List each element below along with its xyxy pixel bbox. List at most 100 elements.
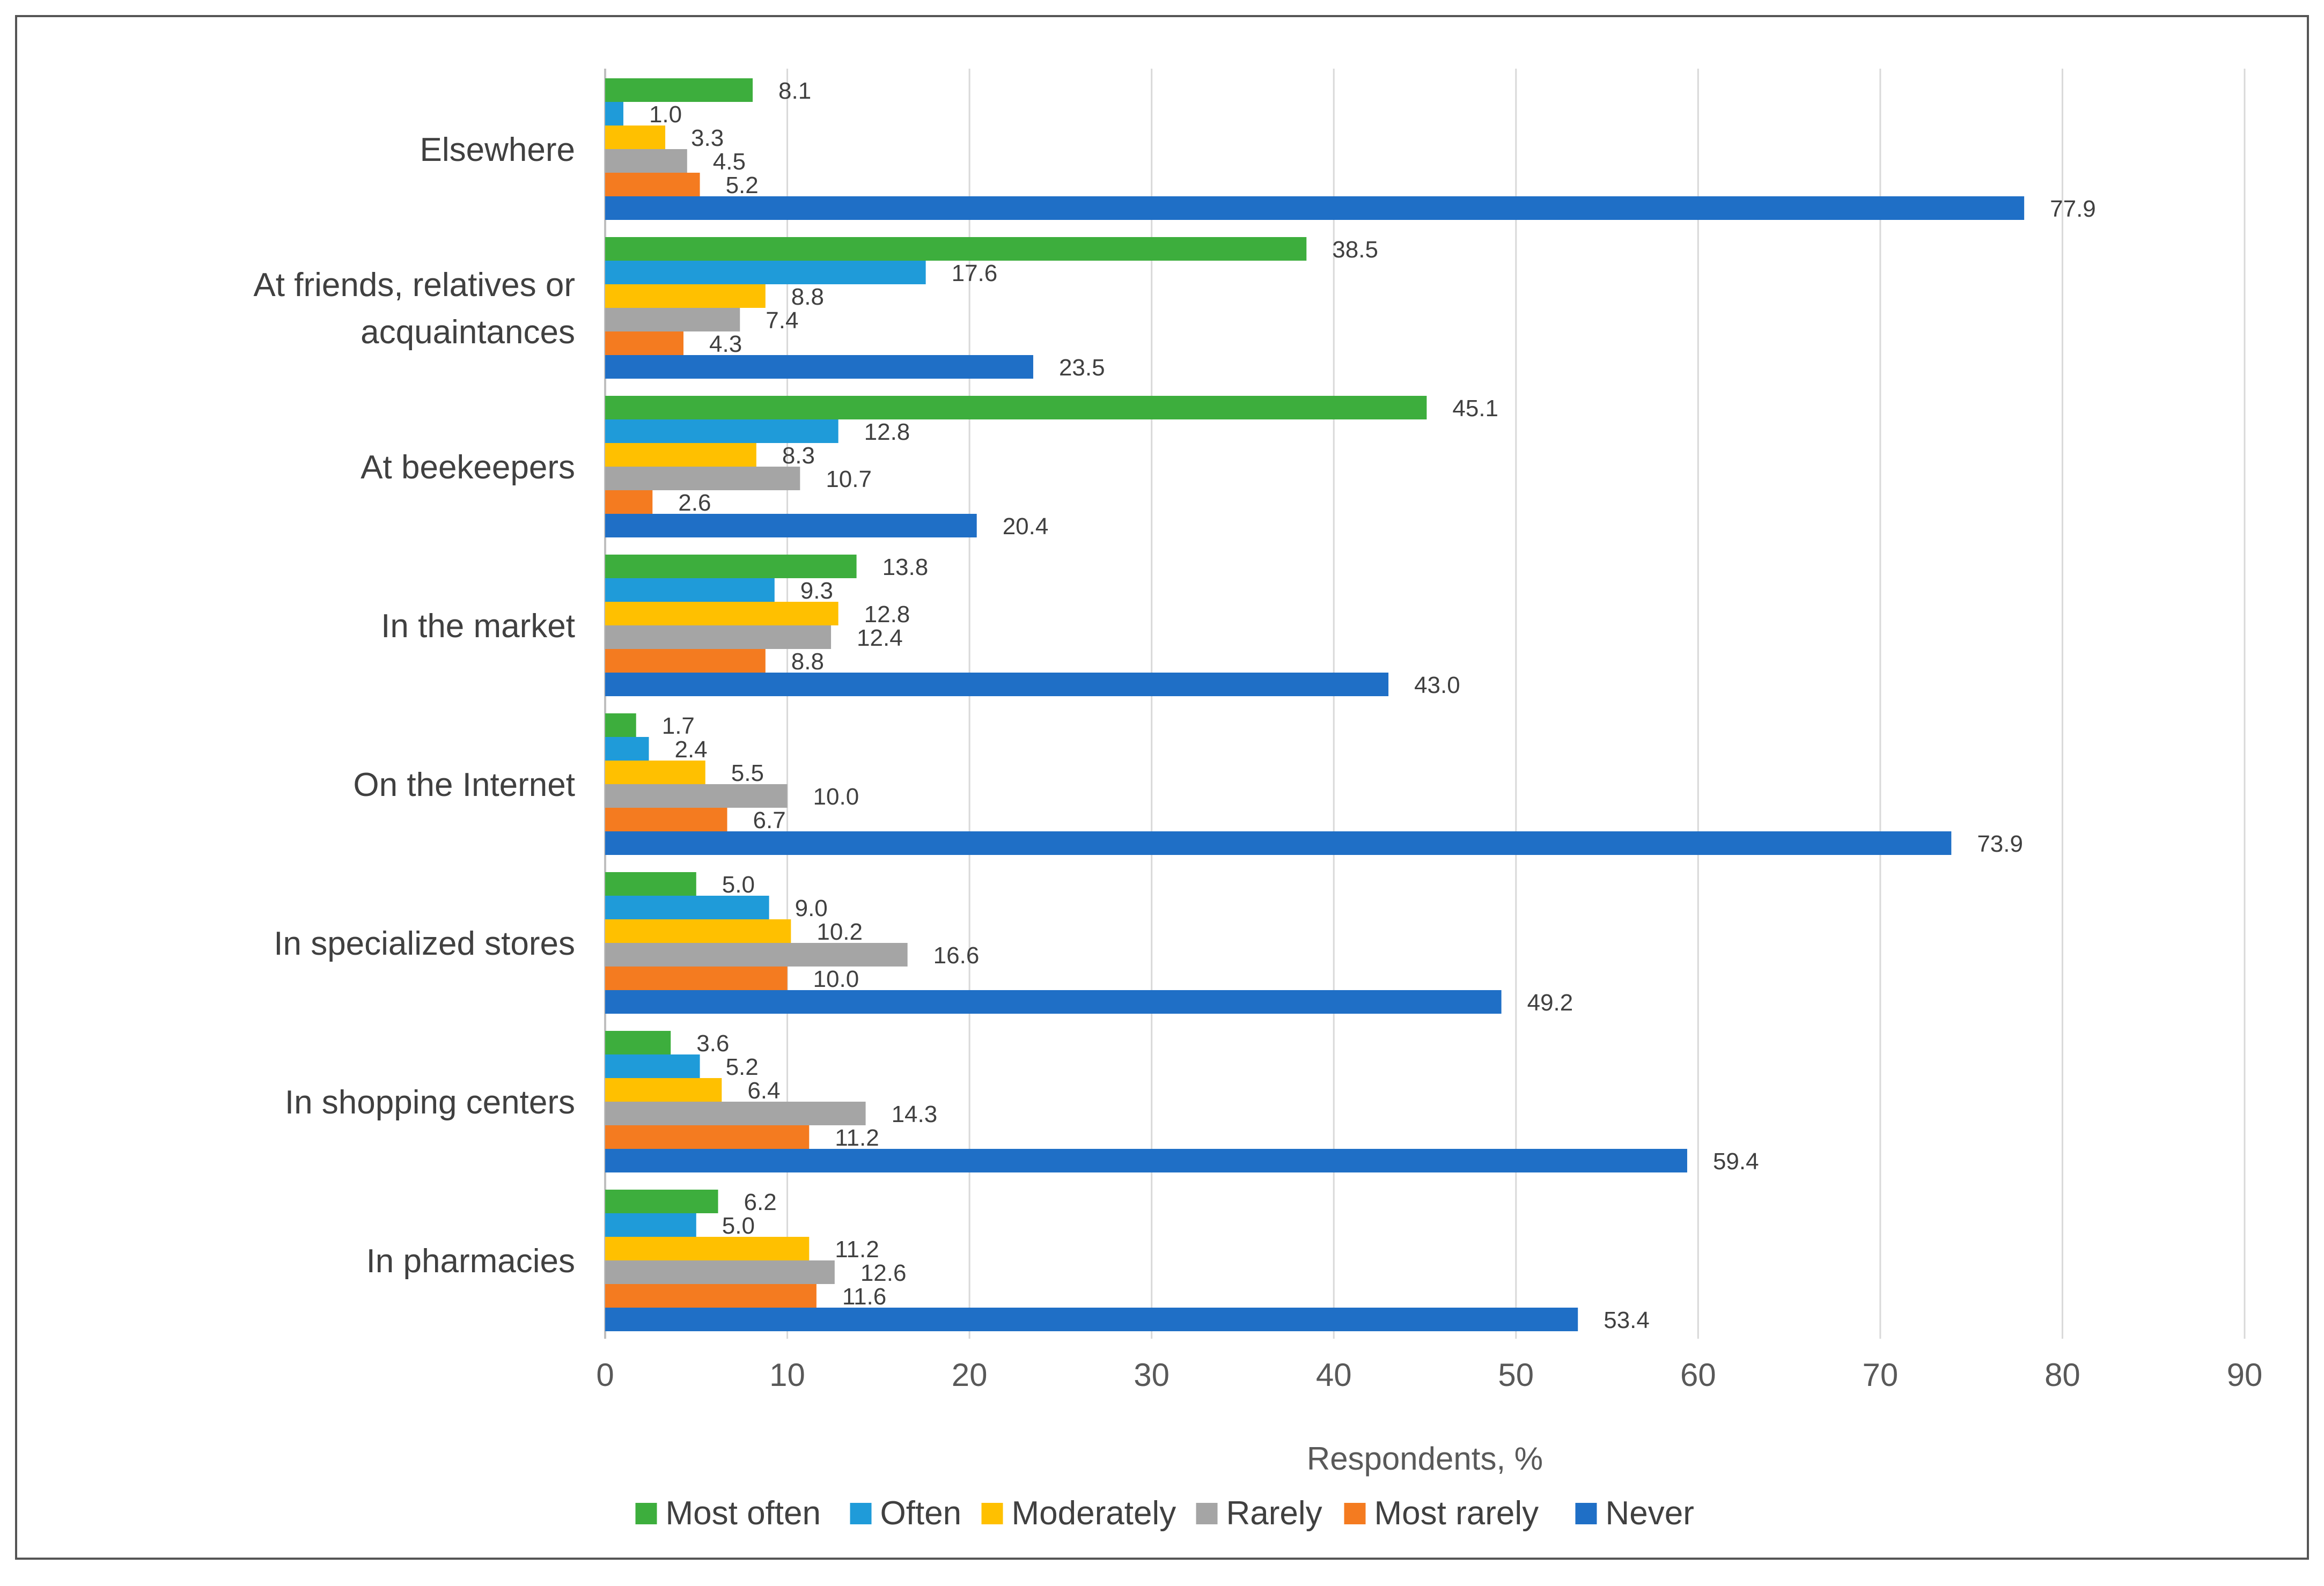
bar [605, 1125, 810, 1149]
category-label: On the Internet [353, 766, 575, 803]
data-label: 43.0 [1414, 672, 1460, 698]
data-label: 10.7 [826, 466, 872, 492]
category-label: At beekeepers [361, 449, 575, 486]
bar [605, 173, 700, 196]
data-label: 1.7 [662, 713, 695, 739]
legend-label: Moderately [1012, 1495, 1176, 1532]
bar [605, 1284, 817, 1308]
bar [605, 443, 756, 467]
bar [605, 419, 839, 443]
data-label: 20.4 [1003, 513, 1049, 540]
legend-swatch [981, 1503, 1003, 1524]
bar [605, 872, 696, 896]
bar [605, 149, 687, 173]
bar [605, 284, 766, 308]
data-label: 77.9 [2050, 196, 2096, 222]
category-label: At friends, relatives or [253, 267, 575, 304]
bar [605, 331, 684, 355]
bar [605, 943, 908, 967]
x-tick-label: 30 [1134, 1357, 1170, 1393]
bar [605, 1078, 722, 1102]
bar [605, 1102, 866, 1125]
data-label: 8.3 [782, 442, 815, 469]
data-label: 10.0 [813, 966, 859, 992]
x-tick-label: 90 [2227, 1357, 2263, 1393]
data-label: 12.4 [857, 625, 903, 651]
bar [605, 1308, 1578, 1331]
x-tick-label: 0 [596, 1357, 614, 1393]
data-label: 12.8 [864, 419, 910, 445]
data-label: 2.6 [678, 490, 711, 516]
bar [605, 673, 1389, 696]
data-label: 49.2 [1527, 990, 1573, 1016]
chart-frame: 8.1 1.0 3.3 4.5 5.2 77.9 38.5 17.6 8.8 7.4 4.3 23.5… [15, 15, 2309, 1560]
category-label: In pharmacies [366, 1243, 575, 1280]
legend-label: Most rarely [1374, 1495, 1539, 1532]
bar [605, 102, 623, 126]
bar [605, 126, 666, 149]
x-tick-label: 80 [2044, 1357, 2080, 1393]
x-tick-label: 70 [1863, 1357, 1899, 1393]
data-label: 7.4 [766, 307, 798, 334]
data-label: 5.2 [726, 1054, 759, 1080]
data-label: 5.0 [722, 872, 755, 898]
data-label: 14.3 [892, 1101, 938, 1127]
data-label: 6.7 [753, 807, 786, 833]
data-label: 6.2 [744, 1189, 777, 1215]
data-label: 16.6 [933, 942, 980, 969]
bar [605, 237, 1307, 261]
bar [605, 1213, 696, 1237]
data-label: 53.4 [1604, 1307, 1650, 1333]
data-label: 23.5 [1059, 355, 1105, 381]
bar [605, 808, 727, 831]
data-label: 4.5 [713, 149, 746, 175]
x-axis-ticks: 0 10 20 30 40 50 60 70 80 90 [596, 1357, 2262, 1393]
x-tick-label: 10 [769, 1357, 805, 1393]
legend-swatch [635, 1503, 657, 1524]
data-label: 13.8 [882, 554, 929, 580]
bar [605, 261, 926, 284]
legend: Most often Often Moderately Rarely Most rare… [635, 1495, 1694, 1532]
bar [605, 1260, 835, 1284]
data-label: 4.3 [709, 331, 742, 357]
x-tick-label: 60 [1680, 1357, 1716, 1393]
x-axis-title: Respondents, % [1307, 1441, 1543, 1477]
bar [605, 713, 636, 737]
data-label: 38.5 [1332, 237, 1378, 263]
bar [605, 896, 769, 919]
legend-label: Most often [666, 1495, 821, 1532]
bar [605, 1054, 700, 1078]
data-label: 5.5 [731, 760, 764, 786]
bar [605, 967, 788, 990]
legend-swatch [1196, 1503, 1218, 1524]
bar [605, 831, 1952, 855]
data-label: 9.3 [800, 578, 833, 604]
bar-chart: 8.11.03.34.55.277.938.517.68.87.44.323.5… [253, 69, 2262, 1532]
bar [605, 308, 740, 331]
bar [605, 737, 649, 761]
data-label: 17.6 [952, 260, 998, 286]
data-label: 12.8 [864, 601, 910, 628]
bar [605, 578, 775, 602]
data-label: 11.6 [842, 1283, 886, 1310]
bar [605, 602, 839, 625]
data-label: 8.1 [778, 78, 811, 104]
legend-swatch [850, 1503, 872, 1524]
bar [605, 990, 1502, 1014]
data-label: 10.0 [813, 784, 859, 810]
data-label: 3.6 [696, 1030, 729, 1057]
bar [605, 784, 788, 808]
legend-label: Never [1606, 1495, 1694, 1532]
data-label: 5.2 [726, 172, 759, 198]
bar [605, 625, 832, 649]
bar [605, 761, 705, 784]
data-label: 12.6 [861, 1260, 907, 1286]
category-label: In shopping centers [285, 1084, 575, 1121]
data-label: 6.4 [747, 1078, 780, 1104]
bar [605, 649, 766, 673]
bar [605, 467, 800, 490]
bar [605, 78, 753, 102]
value-labels: 8.11.03.34.55.277.938.517.68.87.44.323.5… [649, 78, 2096, 1333]
data-label: 11.2 [835, 1125, 879, 1151]
x-tick-label: 20 [952, 1357, 988, 1393]
